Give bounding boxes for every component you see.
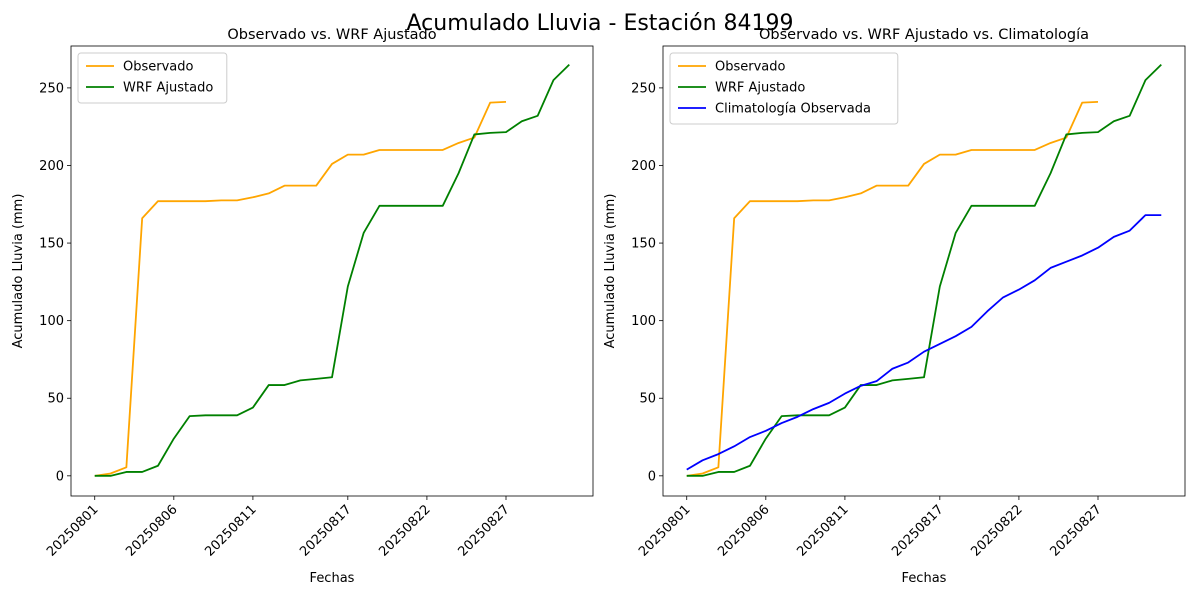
y-tick-label: 100	[39, 314, 64, 329]
x-tick-label: 20250817	[297, 502, 354, 559]
legend-entry: Climatología Observada	[715, 102, 871, 117]
x-tick-label: 20250806	[123, 502, 180, 559]
x-tick-label: 20250827	[455, 502, 512, 559]
x-tick-label: 20250811	[202, 502, 259, 559]
y-tick-label: 50	[639, 392, 656, 407]
y-tick-label: 0	[648, 469, 656, 484]
legend-entry: WRF Ajustado	[123, 81, 213, 96]
figure-suptitle: Acumulado Lluvia - Estación 84199	[407, 11, 794, 36]
x-axis-label: Fechas	[902, 571, 947, 586]
plot-frame	[70, 45, 594, 497]
y-tick-label: 150	[631, 237, 656, 252]
legend: Observado WRF Ajustado Climatología Observ…	[669, 52, 899, 125]
chart-title: Observado vs. WRF Ajustado vs. Climatolo…	[759, 27, 1089, 43]
x-tick-label: 20250801	[44, 502, 101, 559]
x-tick-label: 20250817	[889, 502, 946, 559]
x-axis-label: Fechas	[310, 571, 355, 586]
series-line-2	[686, 63, 1162, 477]
x-tick-label: 20250827	[1047, 502, 1104, 559]
x-tick-label: 20250811	[794, 502, 851, 559]
series-line-3	[686, 214, 1162, 471]
chart-title: Observado vs. WRF Ajustado	[227, 27, 436, 43]
y-tick-label: 200	[39, 159, 64, 174]
plot-frame	[662, 45, 1186, 497]
y-tick-label: 250	[39, 81, 64, 96]
legend-box	[669, 52, 899, 125]
y-tick-label: 250	[631, 81, 656, 96]
series-line-1	[94, 100, 507, 477]
x-tick-label: 20250822	[968, 502, 1025, 559]
y-tick-label: 100	[631, 314, 656, 329]
legend-entry: WRF Ajustado	[715, 81, 805, 96]
y-tick-label: 200	[631, 159, 656, 174]
x-tick-label: 20250801	[636, 502, 693, 559]
y-tick-label: 150	[39, 237, 64, 252]
legend-box	[77, 52, 228, 104]
legend: Observado WRF Ajustado	[77, 52, 228, 104]
legend-entry: Observado	[715, 60, 786, 75]
series-line-1	[686, 100, 1099, 477]
y-axis-label: Acumulado Lluvia (mm)	[11, 194, 26, 349]
y-axis-label: Acumulado Lluvia (mm)	[603, 194, 618, 349]
x-tick-label: 20250822	[376, 502, 433, 559]
x-tick-label: 20250806	[715, 502, 772, 559]
chart-panel-2: Observado vs. WRF Ajustado vs. Climatolo…	[603, 27, 1186, 586]
y-tick-label: 0	[56, 469, 64, 484]
chart-panel-1: Observado vs. WRF Ajustado 0 50 100 150 200 25…	[11, 27, 594, 586]
series-line-2	[94, 63, 570, 477]
legend-entry: Observado	[123, 60, 194, 75]
y-tick-label: 50	[47, 392, 64, 407]
